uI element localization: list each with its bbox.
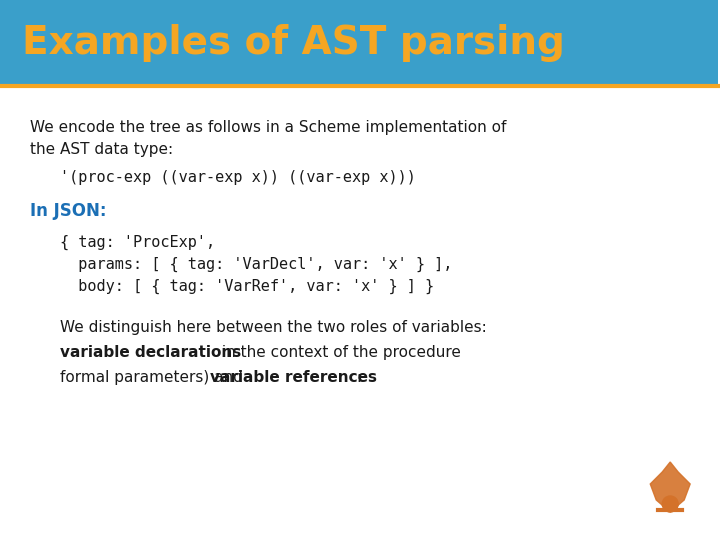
Text: { tag: 'ProcExp',: { tag: 'ProcExp', (60, 235, 215, 250)
Text: We distinguish here between the two roles of variables:: We distinguish here between the two role… (60, 320, 487, 335)
Text: params: [ { tag: 'VarDecl', var: 'x' } ],: params: [ { tag: 'VarDecl', var: 'x' } ]… (60, 257, 452, 272)
Text: Examples of AST parsing: Examples of AST parsing (22, 24, 564, 62)
Text: :: : (352, 370, 362, 385)
Text: variable references: variable references (210, 370, 377, 385)
Text: variable declarations: variable declarations (60, 345, 241, 360)
Text: We encode the tree as follows in a Scheme implementation of
the AST data type:: We encode the tree as follows in a Schem… (30, 120, 506, 157)
Text: formal parameters) and: formal parameters) and (60, 370, 248, 385)
Polygon shape (650, 462, 690, 512)
Text: body: [ { tag: 'VarRef', var: 'x' } ] }: body: [ { tag: 'VarRef', var: 'x' } ] } (60, 279, 434, 294)
Text: In JSON:: In JSON: (30, 202, 107, 220)
FancyBboxPatch shape (0, 0, 718, 85)
Circle shape (662, 496, 678, 512)
Text: '(proc-exp ((var-exp x)) ((var-exp x))): '(proc-exp ((var-exp x)) ((var-exp x))) (60, 170, 415, 185)
Text: in the context of the procedure: in the context of the procedure (217, 345, 461, 360)
